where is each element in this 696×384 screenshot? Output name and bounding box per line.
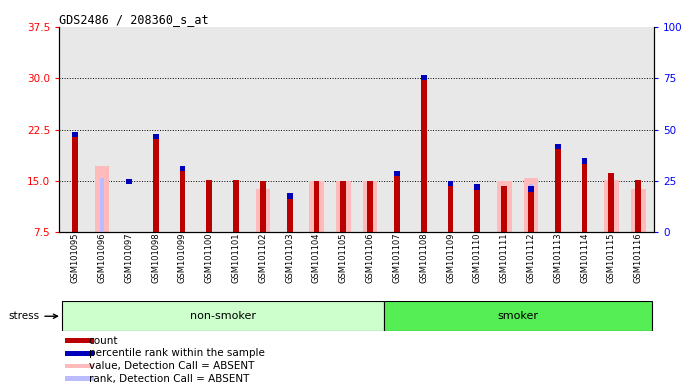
Bar [95,166,109,232]
Text: GSM101112: GSM101112 [526,232,535,283]
Text: GSM101116: GSM101116 [633,232,642,283]
Text: GSM101104: GSM101104 [312,232,321,283]
Text: smoker: smoker [497,311,538,321]
Bar [497,181,512,232]
Text: count: count [89,336,118,346]
Text: rank, Detection Call = ABSENT: rank, Detection Call = ABSENT [89,374,249,384]
Bar [100,177,104,232]
Text: GSM101100: GSM101100 [205,232,214,283]
Bar [631,189,645,232]
Bar [72,132,78,137]
Bar [152,134,159,139]
Bar [65,351,95,356]
Bar [233,180,239,232]
Bar [152,134,159,232]
Bar [65,364,95,368]
Bar [582,158,587,164]
Bar [309,181,324,232]
Text: GSM101115: GSM101115 [607,232,616,283]
Text: GSM101099: GSM101099 [178,232,187,283]
Bar [367,181,372,232]
Bar [528,187,534,232]
Bar [72,132,78,232]
Bar [608,173,615,232]
Text: GSM101095: GSM101095 [71,232,80,283]
Bar [555,144,561,232]
Bar [421,75,427,80]
Bar [260,193,265,232]
Bar [62,301,383,331]
Bar [448,181,454,187]
Bar [260,181,266,232]
Text: percentile rank within the sample: percentile rank within the sample [89,348,264,358]
Bar [394,170,400,232]
Text: GSM101110: GSM101110 [473,232,482,283]
Bar [528,184,533,232]
Bar [287,193,292,199]
Text: GSM101106: GSM101106 [365,232,374,283]
Bar [475,184,480,232]
Bar [604,180,619,232]
Text: GSM101105: GSM101105 [339,232,348,283]
Bar [421,75,427,232]
Text: GDS2486 / 208360_s_at: GDS2486 / 208360_s_at [59,13,209,26]
Bar [336,181,351,232]
Bar [206,180,212,232]
Text: GSM101097: GSM101097 [125,232,134,283]
Text: GSM101101: GSM101101 [232,232,241,283]
Text: GSM101108: GSM101108 [419,232,428,283]
Text: value, Detection Call = ABSENT: value, Detection Call = ABSENT [89,361,254,371]
Text: GSM101103: GSM101103 [285,232,294,283]
Bar [287,193,292,232]
Bar [448,181,454,232]
Text: GSM101113: GSM101113 [553,232,562,283]
Text: non-smoker: non-smoker [190,311,255,321]
Bar [340,181,346,232]
Bar [180,166,185,171]
Bar [528,187,534,192]
Text: GSM101102: GSM101102 [258,232,267,283]
Bar [555,144,561,149]
Bar [383,301,651,331]
Text: stress: stress [8,311,58,321]
Text: GSM101114: GSM101114 [580,232,589,283]
Bar [255,189,270,232]
Bar [180,166,185,232]
Text: GSM101109: GSM101109 [446,232,455,283]
Bar [126,179,132,184]
Bar [635,180,641,232]
Bar [313,181,319,232]
Bar [475,184,480,190]
Bar [582,158,587,232]
Text: GSM101107: GSM101107 [393,232,402,283]
Bar [363,181,377,232]
Bar [501,187,507,232]
Bar [367,181,373,232]
Bar [523,177,538,232]
Text: GSM101096: GSM101096 [97,232,106,283]
Bar [65,376,95,381]
Bar [394,171,400,176]
Text: GSM101098: GSM101098 [151,232,160,283]
Text: GSM101111: GSM101111 [500,232,509,283]
Bar [65,338,95,343]
